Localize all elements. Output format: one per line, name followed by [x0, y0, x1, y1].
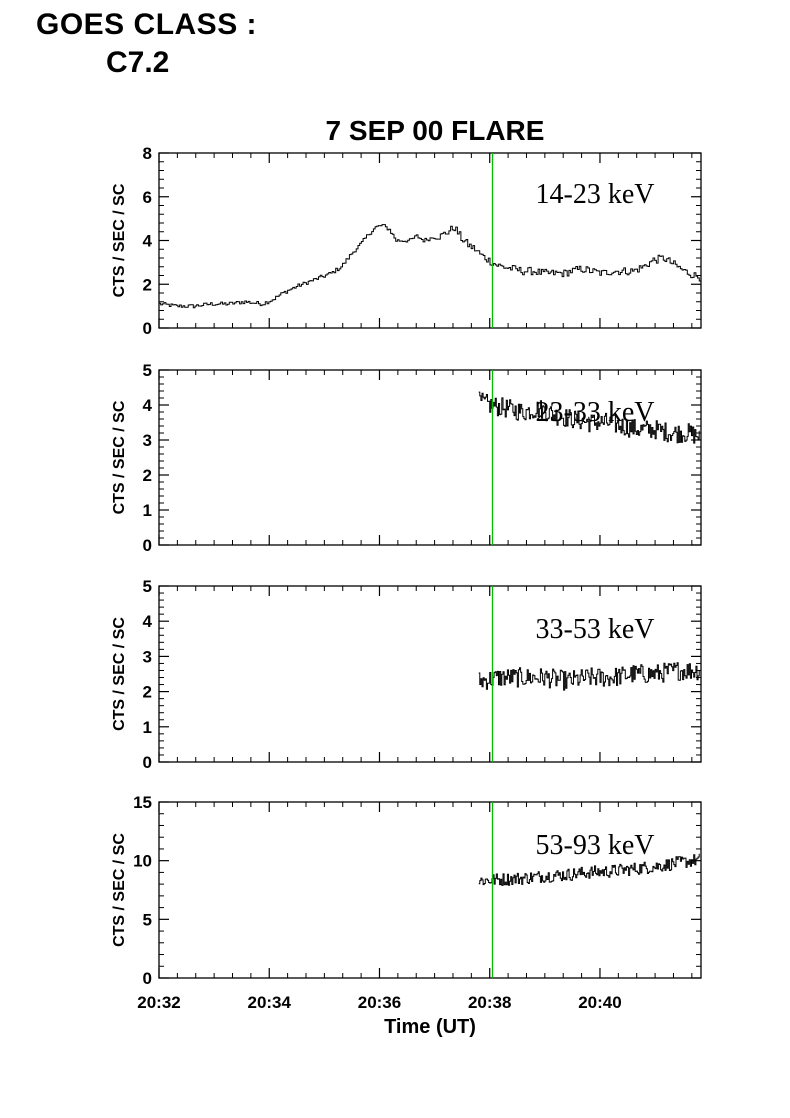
energy-band-label: 53-93 keV	[536, 830, 655, 861]
x-tick-label: 20:34	[247, 993, 291, 1012]
series-line-23-33-keV	[478, 391, 700, 444]
panel-frame	[158, 369, 702, 546]
y-tick-label: 0	[143, 319, 152, 338]
x-tick-label: 20:40	[578, 993, 621, 1012]
energy-band-label: 33-53 keV	[536, 614, 655, 645]
goes-class-value: C7.2	[106, 46, 170, 79]
panel-frame	[158, 585, 702, 763]
panel-frame	[158, 801, 702, 979]
y-tick-label: 2	[143, 466, 152, 485]
panel-4: 0 5 10 15 CTS / SEC / SC 53-93 keV	[111, 793, 702, 988]
y-tick-label: 5	[143, 577, 152, 596]
series-line-14-23-keV	[159, 224, 702, 309]
y-tick-label: 4	[143, 232, 153, 251]
series-line-53-93-keV	[478, 853, 700, 886]
y-tick-label: 1	[143, 718, 152, 737]
y-tick-label: 5	[143, 361, 152, 380]
y-tick-label: 0	[143, 753, 152, 772]
y-tick-label: 15	[133, 793, 152, 812]
series-line-33-53-keV	[478, 662, 700, 691]
y-tick-label: 0	[143, 536, 152, 555]
panel-1: 0 2 4 6 8 CTS / SEC / SC 14-23 keV	[111, 144, 702, 338]
panels-group: 0 2 4 6 8 CTS / SEC / SC 14-23 keV 0 1 2 3 4 5 CTS / …	[111, 144, 702, 1012]
y-tick-label: 4	[143, 396, 153, 415]
x-axis-label: Time (UT)	[384, 1016, 476, 1038]
x-tick-label: 20:36	[358, 993, 401, 1012]
y-tick-label: 2	[143, 275, 152, 294]
goes-class-label: GOES CLASS :	[36, 8, 258, 41]
y-tick-label: 5	[143, 910, 152, 929]
energy-band-label: 23-33 keV	[536, 397, 655, 428]
y-tick-label: 1	[143, 501, 152, 520]
y-tick-label: 0	[143, 969, 152, 988]
y-tick-label: 8	[143, 144, 152, 163]
y-axis-label: CTS / SEC / SC	[111, 183, 128, 297]
panel-3: 0 1 2 3 4 5 CTS / SEC / SC 33-53 keV	[111, 577, 702, 772]
x-tick-label: 20:38	[468, 993, 511, 1012]
panel-2: 0 1 2 3 4 5 CTS / SEC / SC 23-33 keV	[111, 361, 702, 555]
y-tick-label: 3	[143, 647, 152, 666]
energy-band-label: 14-23 keV	[536, 179, 655, 210]
y-tick-label: 4	[143, 612, 153, 631]
y-tick-label: 10	[133, 852, 152, 871]
y-tick-label: 6	[143, 188, 152, 207]
y-axis-label: CTS / SEC / SC	[111, 833, 128, 947]
y-tick-label: 2	[143, 683, 152, 702]
y-axis-label: CTS / SEC / SC	[111, 400, 128, 514]
chart-title: 7 SEP 00 FLARE	[326, 115, 545, 146]
y-tick-label: 3	[143, 431, 152, 450]
y-axis-label: CTS / SEC / SC	[111, 617, 128, 731]
x-tick-label: 20:32	[137, 993, 180, 1012]
